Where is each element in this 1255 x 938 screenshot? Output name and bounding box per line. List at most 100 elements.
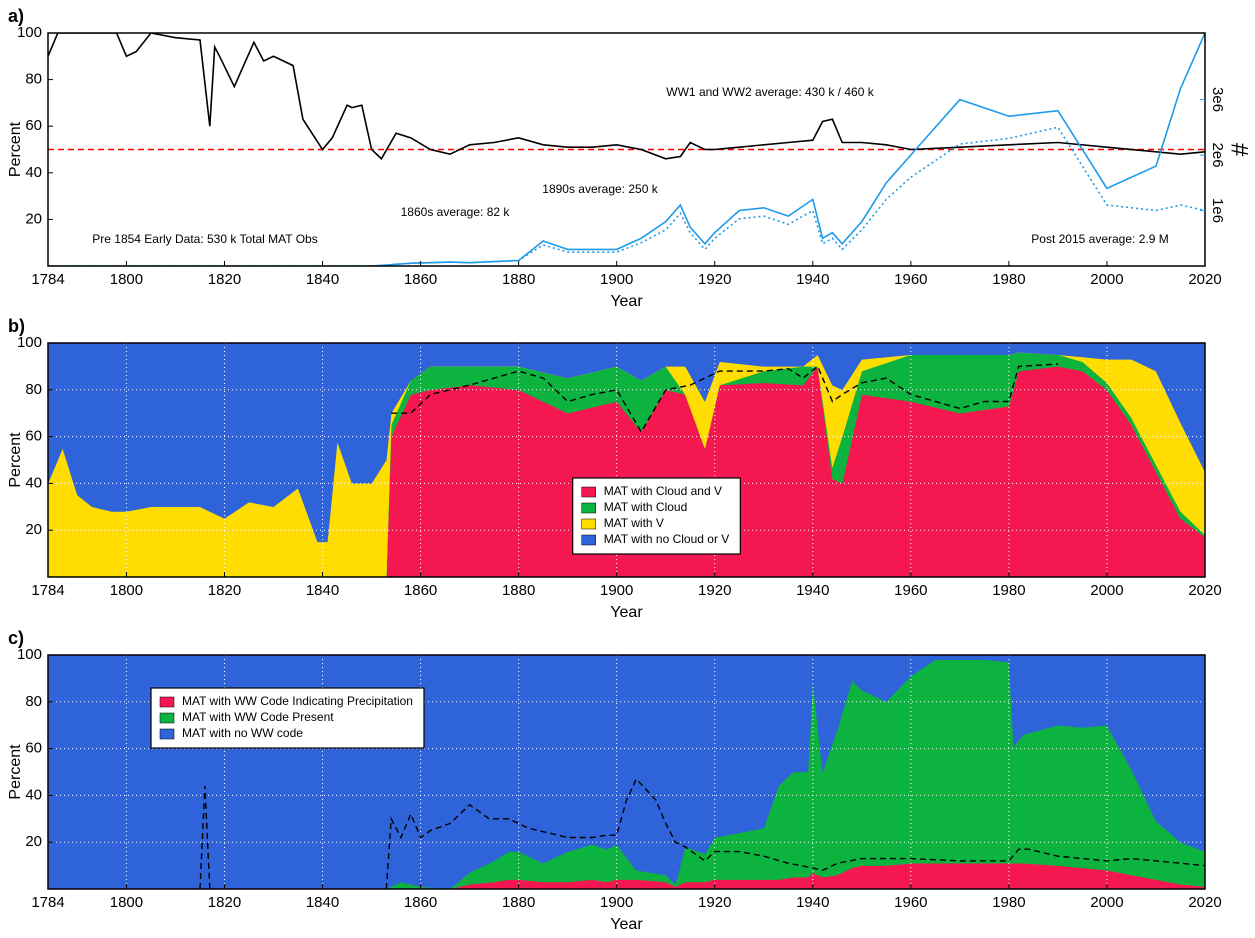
plot-frame [47, 32, 1206, 267]
x-tick-label: 1840 [306, 894, 339, 911]
y-tick-label: 60 [25, 428, 42, 445]
x-tick-label: 2000 [1090, 894, 1123, 911]
legend-label: MAT with WW Code Indicating Precipitatio… [182, 694, 413, 708]
panel-title: a) [8, 6, 24, 26]
legend-swatch [581, 518, 596, 530]
legend-frame [572, 477, 741, 555]
legend-label: MAT with no WW code [182, 726, 303, 740]
y-tick-label: 40 [25, 164, 42, 181]
annotation: WW1 and WW2 average: 430 k / 460 k [666, 85, 874, 99]
x-tick-label: 1980 [992, 271, 1025, 288]
legend-frame [150, 687, 425, 749]
x-tick-label: 1980 [992, 894, 1025, 911]
y-tick-label: 20 [25, 210, 42, 227]
area [48, 352, 1205, 577]
area [48, 343, 1205, 543]
y-tick-label: 40 [25, 786, 42, 803]
panel: 1784 1800 1820 1840 1860 1880 1900 1920 1940 1960… [7, 6, 1252, 310]
x-tick-label: 1840 [306, 271, 339, 288]
x-axis-label: Year [610, 293, 643, 310]
panel: 1784 1800 1820 1840 1860 1880 1900 1920 1940 1960… [7, 628, 1221, 933]
y-tick-label: 40 [25, 474, 42, 491]
legend: MAT with WW Code Indicating Precipitatio… [150, 687, 425, 749]
legend-label: MAT with WW Code Present [182, 710, 334, 724]
legend-label: MAT with V [604, 516, 664, 530]
y2-tick-label: 1e6 [1209, 198, 1226, 223]
y-axis-label: Percent [7, 744, 24, 800]
x-tick-label: 1800 [110, 894, 143, 911]
plot-area [48, 33, 1205, 266]
x-tick-label: 1880 [502, 582, 535, 599]
y-tick-label: 100 [17, 646, 42, 663]
y-axis-label: Percent [7, 432, 24, 488]
x-tick-label: 1900 [600, 894, 633, 911]
legend-label: MAT with no Cloud or V [604, 532, 730, 546]
x-tick-label: 1980 [992, 582, 1025, 599]
y-tick-label: 80 [25, 71, 42, 88]
y-axis-label: Percent [7, 121, 24, 177]
y2-axis-label: # [1226, 143, 1253, 157]
y-tick-label: 80 [25, 693, 42, 710]
x-tick-label: 1920 [698, 271, 731, 288]
x-tick-label: 1940 [796, 582, 829, 599]
annotation: 1860s average: 82 k [401, 205, 511, 219]
y-tick-label: 80 [25, 381, 42, 398]
plot-frame [47, 342, 1206, 578]
y2-tick-label: 2e6 [1209, 143, 1226, 168]
y2-tick-label: 3e6 [1209, 87, 1226, 112]
x-tick-label: 1960 [894, 271, 927, 288]
x-tick-label: 1920 [698, 894, 731, 911]
x-tick-label: 1784 [31, 582, 64, 599]
x-tick-label: 1800 [110, 582, 143, 599]
x-tick-label: 2000 [1090, 582, 1123, 599]
x-tick-label: 2020 [1188, 271, 1221, 288]
y-tick-label: 100 [17, 24, 42, 41]
x-tick-label: 1900 [600, 582, 633, 599]
x-axis-label: Year [610, 916, 643, 933]
legend-swatch [159, 712, 175, 724]
legend-swatch [581, 534, 596, 546]
x-tick-label: 2020 [1188, 894, 1221, 911]
overlay-line [391, 363, 1058, 434]
x-tick-label: 1820 [208, 894, 241, 911]
x-tick-label: 1960 [894, 894, 927, 911]
x-tick-label: 1880 [502, 271, 535, 288]
legend-swatch [581, 502, 596, 514]
y-tick-label: 20 [25, 521, 42, 538]
x-tick-label: 1940 [796, 894, 829, 911]
x-tick-label: 1784 [31, 271, 64, 288]
legend-swatch [159, 728, 175, 740]
x-tick-label: 1880 [502, 894, 535, 911]
x-tick-label: 2020 [1188, 582, 1221, 599]
x-tick-label: 1900 [600, 271, 633, 288]
x-tick-label: 1920 [698, 582, 731, 599]
area [48, 365, 1205, 577]
legend: MAT with Cloud and V MAT with Cloud MAT wi… [572, 477, 741, 555]
line [48, 33, 1205, 161]
x-tick-label: 1860 [404, 894, 437, 911]
x-axis-label: Year [610, 604, 643, 621]
annotation: 1890s average: 250 k [542, 182, 658, 196]
y-tick-label: 100 [17, 334, 42, 351]
overlay-line [199, 777, 1205, 889]
x-tick-label: 1940 [796, 271, 829, 288]
x-tick-label: 1820 [208, 582, 241, 599]
panel: 1784 1800 1820 1840 1860 1880 1900 1920 1940 1960… [7, 316, 1221, 621]
y-tick-label: 60 [25, 117, 42, 134]
y-tick-label: 60 [25, 740, 42, 757]
x-tick-label: 1960 [894, 582, 927, 599]
annotation: Post 2015 average: 2.9 M [1031, 232, 1168, 246]
x-tick-label: 1860 [404, 271, 437, 288]
legend-swatch [159, 696, 175, 708]
legend-label: MAT with Cloud and V [604, 484, 722, 498]
x-tick-label: 2000 [1090, 271, 1123, 288]
panel-title: c) [8, 628, 24, 648]
plot-frame [47, 654, 1206, 890]
x-tick-label: 1800 [110, 271, 143, 288]
line [48, 126, 1205, 266]
x-tick-label: 1784 [31, 894, 64, 911]
panel-title: b) [8, 316, 25, 336]
legend-swatch [581, 486, 596, 498]
y-tick-label: 20 [25, 833, 42, 850]
